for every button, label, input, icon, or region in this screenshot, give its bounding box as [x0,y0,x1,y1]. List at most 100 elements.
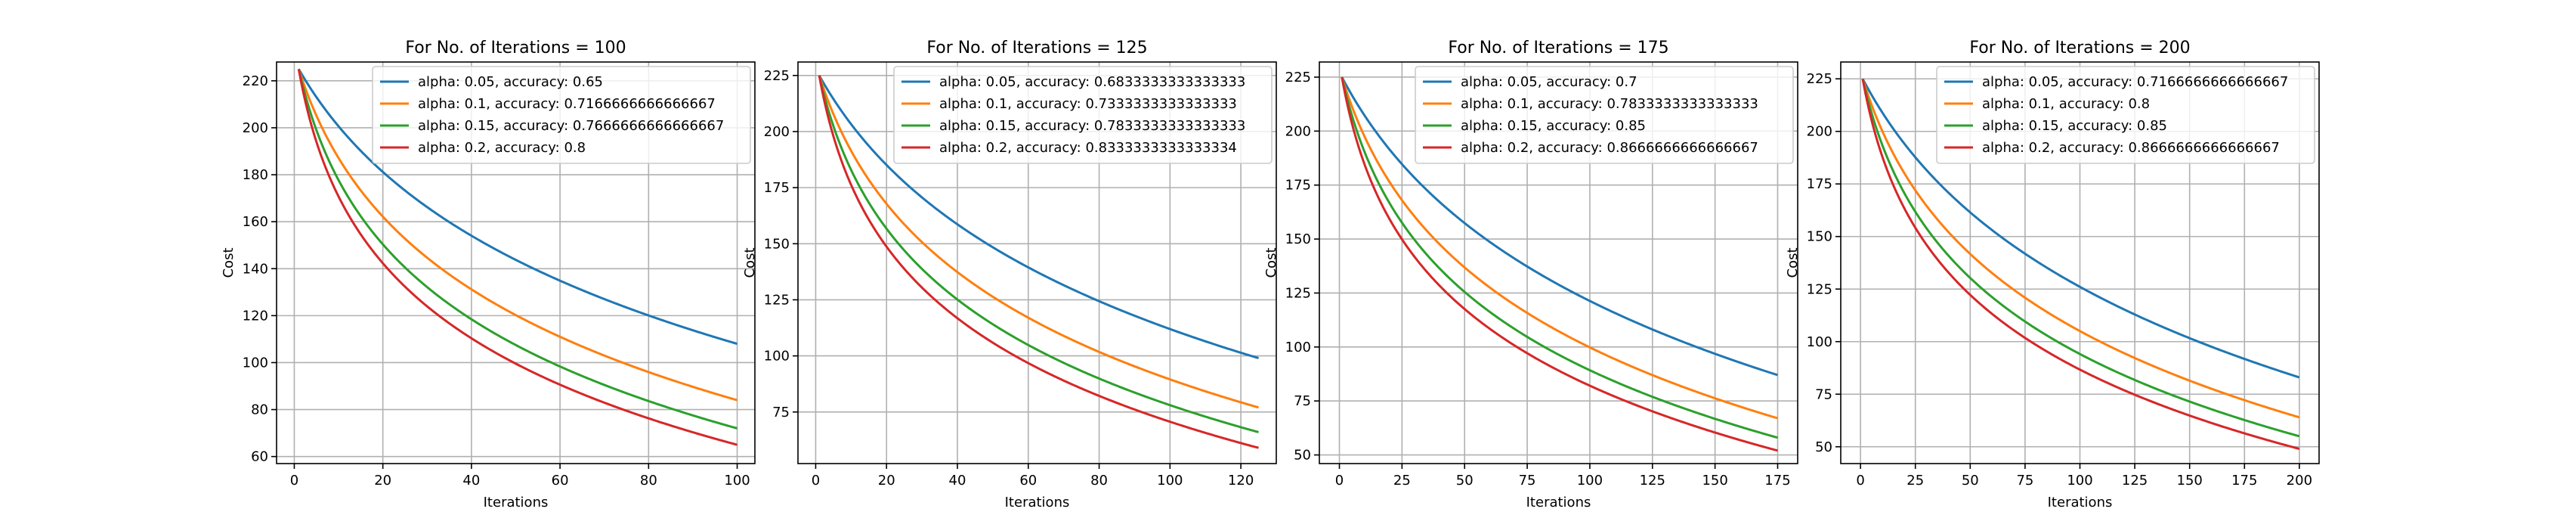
subplot-1-legend-label-1: alpha: 0.1, accuracy: 0.7166666666666667 [418,96,716,112]
subplot-2-xtick-label-3: 60 [1019,473,1037,489]
subplot-2: For No. of Iterations = 125 Iterations C… [742,39,1277,510]
subplot-1-ytick-label-6: 180 [243,167,268,183]
subplot-2-ytick-label-2: 125 [764,292,790,308]
subplot-4-series-3-line [1861,78,2300,450]
subplot-4-legend-label-0: alpha: 0.05, accuracy: 0.716666666666666… [1982,74,2288,90]
subplot-1-ytick-label-2: 100 [243,355,268,371]
subplot-1-legend-label-3: alpha: 0.2, accuracy: 0.8 [418,140,586,156]
subplot-4-plot: 0 25 50 75 100 125 150 175 200 50 75 100 125 150 175 20… [1807,61,2320,489]
subplot-4-legend-box [1936,66,2315,164]
subplot-4-ytick-label-6: 200 [1807,124,1832,140]
subplot-2-series-3-line [818,75,1259,449]
subplot-1-xtick-label-2: 40 [462,473,480,489]
subplot-4-ylabel: Cost [1785,247,1801,278]
subplot-3-ytick-label-7: 225 [1285,70,1311,85]
subplot-3-legend-label-0: alpha: 0.05, accuracy: 0.7 [1461,74,1637,90]
subplot-1-xlabel: Iterations [484,495,549,510]
subplot-2-legend-label-1: alpha: 0.1, accuracy: 0.7333333333333333 [939,96,1237,112]
subplot-1-ytick-label-3: 120 [243,308,268,324]
subplot-1-ytick-label-7: 200 [243,120,268,136]
subplot-2-xlabel: Iterations [1005,495,1070,510]
subplot-2-legend-box [893,66,1273,164]
subplot-1-series-2-line [297,68,738,430]
subplot-2-title: For No. of Iterations = 125 [926,39,1147,57]
subplot-3-xtick-label-1: 25 [1393,473,1411,489]
subplot-4-ytick-label-3: 125 [1807,281,1832,297]
subplot-3-legend-label-1: alpha: 0.1, accuracy: 0.7833333333333333 [1461,96,1758,112]
subplot-3: For No. of Iterations = 175 Iterations C… [1263,39,1798,510]
subplot-1-legend: alpha: 0.05, accuracy: 0.65 alpha: 0.1, a… [372,66,751,164]
subplot-4-xtick-label-3: 75 [2016,473,2033,489]
subplot-1-series-0-line [298,68,738,346]
subplot-1-xtick-label-3: 60 [552,473,569,489]
subplot-1-xtick-label-1: 20 [374,473,391,489]
subplot-2-plot: 0 20 40 60 80 100 120 75 100 125 150 175 200 225 [764,61,1277,489]
subplot-2-axes-frame [797,61,1277,464]
subplot-3-axes-frame [1319,61,1798,464]
subplot-4-xtick-label-7: 175 [2231,473,2257,489]
subplot-4-ytick-label-4: 150 [1807,229,1832,245]
subplot-2-ytick-label-5: 200 [764,124,790,140]
subplot-2-series-0-line [818,75,1259,360]
subplot-2-xtick-label-5: 100 [1157,473,1183,489]
subplot-2-ytick-label-6: 225 [764,68,790,84]
subplot-2-ytick-label-3: 150 [764,236,790,252]
subplot-3-title: For No. of Iterations = 175 [1448,39,1668,57]
subplot-4-series-1-line [1861,78,2300,419]
subplot-4-legend-label-3: alpha: 0.2, accuracy: 0.8666666666666667 [1982,140,2280,156]
subplot-3-legend-label-2: alpha: 0.15, accuracy: 0.85 [1461,118,1646,134]
subplot-4-series-2-line [1861,78,2300,438]
subplot-1-ytick-label-8: 220 [243,73,268,89]
subplot-2-legend-label-2: alpha: 0.15, accuracy: 0.783333333333333… [939,118,1245,134]
subplot-4-legend: alpha: 0.05, accuracy: 0.716666666666666… [1936,66,2315,164]
subplot-3-ytick-label-1: 75 [1294,393,1311,409]
subplot-2-xtick-label-0: 0 [812,473,820,489]
subplot-2-legend-label-0: alpha: 0.05, accuracy: 0.683333333333333… [939,74,1245,90]
subplot-4-legend-label-2: alpha: 0.15, accuracy: 0.85 [1982,118,2167,134]
subplot-1: For No. of Iterations = 100 Iterations C… [221,39,756,510]
subplot-2-xtick-label-4: 80 [1090,473,1108,489]
subplot-2-series-2-line [818,75,1259,433]
subplot-3-xtick-label-7: 175 [1764,473,1790,489]
subplot-1-legend-box [372,66,751,164]
subplot-1-ytick-label-1: 80 [251,402,268,418]
subplot-3-legend-label-3: alpha: 0.2, accuracy: 0.8666666666666667 [1461,140,1758,156]
subplot-4-xtick-label-2: 50 [1962,473,1979,489]
subplot-4-series-0-line [1861,78,2300,379]
subplot-1-xtick-label-0: 0 [290,473,298,489]
subplot-4-ytick-label-1: 75 [1815,386,1832,402]
subplot-1-series-3-line [297,69,738,446]
subplot-3-series-0-line [1341,76,1778,377]
subplot-4-xtick-label-1: 25 [1906,473,1924,489]
subplot-2-xtick-label-6: 120 [1228,473,1254,489]
subplot-1-legend-label-0: alpha: 0.05, accuracy: 0.65 [418,74,603,90]
subplot-4: For No. of Iterations = 200 Iterations C… [1785,39,2320,510]
subplot-3-xlabel: Iterations [1526,495,1591,510]
subplot-3-ytick-label-4: 150 [1285,231,1311,247]
subplot-3-ytick-label-6: 200 [1285,123,1311,139]
subplot-3-xtick-label-3: 75 [1519,473,1536,489]
subplot-3-ytick-label-2: 100 [1285,340,1311,355]
subplot-4-legend-label-1: alpha: 0.1, accuracy: 0.8 [1982,96,2150,112]
subplot-3-legend: alpha: 0.05, accuracy: 0.7 alpha: 0.1, ac… [1415,66,1794,164]
subplot-1-legend-label-2: alpha: 0.15, accuracy: 0.766666666666666… [418,118,724,134]
subplot-1-ylabel: Cost [221,247,237,278]
subplot-1-axes-frame [276,61,756,464]
subplot-2-xtick-label-1: 20 [878,473,895,489]
subplot-3-xtick-label-2: 50 [1456,473,1474,489]
subplot-4-xtick-label-8: 200 [2287,473,2312,489]
subplot-3-xtick-label-0: 0 [1335,473,1344,489]
subplot-3-ytick-label-5: 175 [1285,178,1311,194]
subplot-2-ytick-label-1: 100 [764,349,790,365]
subplot-3-legend-box [1415,66,1794,164]
subplot-3-ytick-label-3: 125 [1285,285,1311,301]
subplot-3-xtick-label-6: 150 [1702,473,1727,489]
subplot-2-legend: alpha: 0.05, accuracy: 0.683333333333333… [893,66,1273,164]
subplot-4-xtick-label-0: 0 [1856,473,1864,489]
subplot-4-ytick-label-2: 100 [1807,334,1832,350]
subplot-2-series-1-line [818,75,1259,409]
subplot-4-ytick-label-7: 225 [1807,71,1832,87]
subplot-2-ytick-label-0: 75 [772,405,790,420]
subplot-3-series-1-line [1341,76,1778,420]
